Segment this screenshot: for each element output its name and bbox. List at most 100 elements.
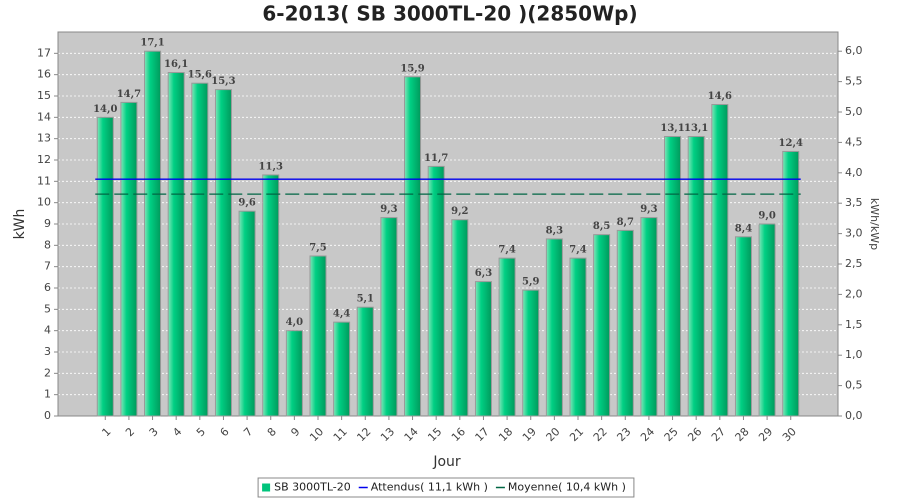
bar bbox=[734, 236, 752, 417]
y2-tick-label: 5,0 bbox=[845, 105, 863, 118]
value-label: 8,5 bbox=[593, 221, 610, 232]
y2-axis-label: kWh/kWp bbox=[868, 198, 881, 250]
x-tick-label: 12 bbox=[354, 425, 373, 444]
bar bbox=[285, 330, 303, 417]
y2-tick-label: 0,0 bbox=[845, 409, 863, 422]
chart-title: 6-2013( SB 3000TL-20 )(2850Wp) bbox=[262, 2, 637, 26]
value-label: 5,9 bbox=[522, 277, 539, 288]
y2-tick-label: 1,5 bbox=[845, 318, 863, 331]
x-tick-label: 27 bbox=[709, 425, 728, 444]
x-tick-label: 17 bbox=[473, 425, 492, 444]
value-label: 14,7 bbox=[117, 89, 141, 100]
x-tick-label: 7 bbox=[241, 425, 255, 439]
y-tick-label: 5 bbox=[44, 302, 51, 315]
x-tick-label: 10 bbox=[307, 425, 326, 444]
value-label: 8,3 bbox=[546, 225, 563, 236]
y2-tick-label: 3,5 bbox=[845, 196, 863, 209]
value-label: 13,1 bbox=[660, 123, 684, 134]
y-tick-label: 3 bbox=[44, 345, 51, 358]
value-label: 15,9 bbox=[400, 63, 424, 74]
bar bbox=[214, 89, 232, 417]
x-tick-label: 20 bbox=[544, 425, 563, 444]
bar bbox=[262, 174, 280, 417]
y2-tick-label: 0,5 bbox=[845, 379, 863, 392]
y2-tick-label: 1,0 bbox=[845, 348, 863, 361]
value-label: 8,4 bbox=[735, 223, 752, 234]
value-label: 15,6 bbox=[188, 70, 212, 81]
value-label: 9,6 bbox=[238, 198, 255, 209]
bar bbox=[404, 76, 422, 417]
value-label: 9,0 bbox=[758, 211, 775, 222]
y-tick-label: 4 bbox=[44, 324, 51, 337]
x-axis-label: Jour bbox=[432, 454, 461, 470]
y-tick-label: 1 bbox=[44, 388, 51, 401]
y-tick-label: 6 bbox=[44, 281, 51, 294]
x-tick-label: 11 bbox=[331, 425, 350, 444]
x-tick-label: 14 bbox=[402, 425, 421, 444]
bar bbox=[616, 229, 634, 417]
x-tick-label: 26 bbox=[685, 425, 704, 444]
value-label: 8,7 bbox=[617, 217, 634, 228]
x-tick-label: 28 bbox=[733, 425, 752, 444]
bar bbox=[664, 136, 682, 417]
y-tick-label: 16 bbox=[37, 68, 51, 81]
x-tick-label: 6 bbox=[218, 425, 232, 439]
y2-tick-label: 5,5 bbox=[845, 75, 863, 88]
x-tick-label: 25 bbox=[662, 425, 681, 444]
bar bbox=[451, 219, 469, 417]
bar bbox=[498, 257, 516, 417]
value-label: 6,3 bbox=[475, 268, 492, 279]
y-tick-label: 11 bbox=[37, 174, 51, 187]
value-label: 11,7 bbox=[424, 153, 448, 164]
plot-border bbox=[57, 31, 839, 417]
x-tick-label: 15 bbox=[425, 425, 444, 444]
x-tick-label: 2 bbox=[123, 425, 137, 439]
bar bbox=[593, 234, 611, 417]
bar bbox=[687, 136, 705, 417]
bar bbox=[569, 257, 587, 417]
value-label: 9,3 bbox=[640, 204, 657, 215]
value-label: 7,5 bbox=[309, 243, 326, 254]
x-tick-label: 21 bbox=[567, 425, 586, 444]
x-tick-label: 5 bbox=[194, 425, 208, 439]
y-axis-label: kWh bbox=[12, 209, 28, 240]
bar bbox=[522, 289, 540, 417]
y-tick-label: 8 bbox=[44, 238, 51, 251]
value-label: 12,4 bbox=[779, 138, 803, 149]
bar bbox=[782, 150, 800, 417]
value-label: 5,1 bbox=[357, 294, 374, 305]
y-tick-label: 15 bbox=[37, 89, 51, 102]
value-label: 9,2 bbox=[451, 206, 468, 217]
legend bbox=[257, 477, 635, 498]
bar bbox=[144, 50, 162, 417]
bar bbox=[640, 217, 658, 417]
value-label: 4,4 bbox=[333, 309, 350, 320]
y-tick-label: 13 bbox=[37, 132, 51, 145]
value-label: 14,0 bbox=[93, 104, 117, 115]
bar bbox=[167, 72, 185, 417]
y2-tick-label: 2,0 bbox=[845, 287, 863, 300]
legend-label: Moyenne( 10,4 kWh ) bbox=[508, 481, 626, 494]
bar bbox=[238, 210, 256, 417]
x-tick-label: 8 bbox=[265, 425, 279, 439]
value-label: 11,3 bbox=[259, 161, 283, 172]
legend-label: Attendus( 11,1 kWh ) bbox=[371, 481, 488, 494]
y2-tick-label: 3,0 bbox=[845, 227, 863, 240]
x-tick-label: 13 bbox=[378, 425, 397, 444]
x-tick-label: 29 bbox=[756, 425, 775, 444]
bar bbox=[191, 82, 209, 417]
value-label: 16,1 bbox=[164, 59, 188, 70]
x-tick-label: 30 bbox=[780, 425, 799, 444]
y-tick-label: 7 bbox=[44, 260, 51, 273]
bar bbox=[309, 255, 327, 417]
value-label: 17,1 bbox=[140, 38, 164, 49]
x-tick-label: 3 bbox=[147, 425, 161, 439]
x-tick-label: 16 bbox=[449, 425, 468, 444]
legend-swatch bbox=[262, 483, 271, 492]
bar bbox=[711, 104, 729, 417]
x-tick-label: 19 bbox=[520, 425, 539, 444]
value-label: 14,6 bbox=[708, 91, 732, 102]
value-label: 9,3 bbox=[380, 204, 397, 215]
x-tick-label: 9 bbox=[288, 425, 302, 439]
